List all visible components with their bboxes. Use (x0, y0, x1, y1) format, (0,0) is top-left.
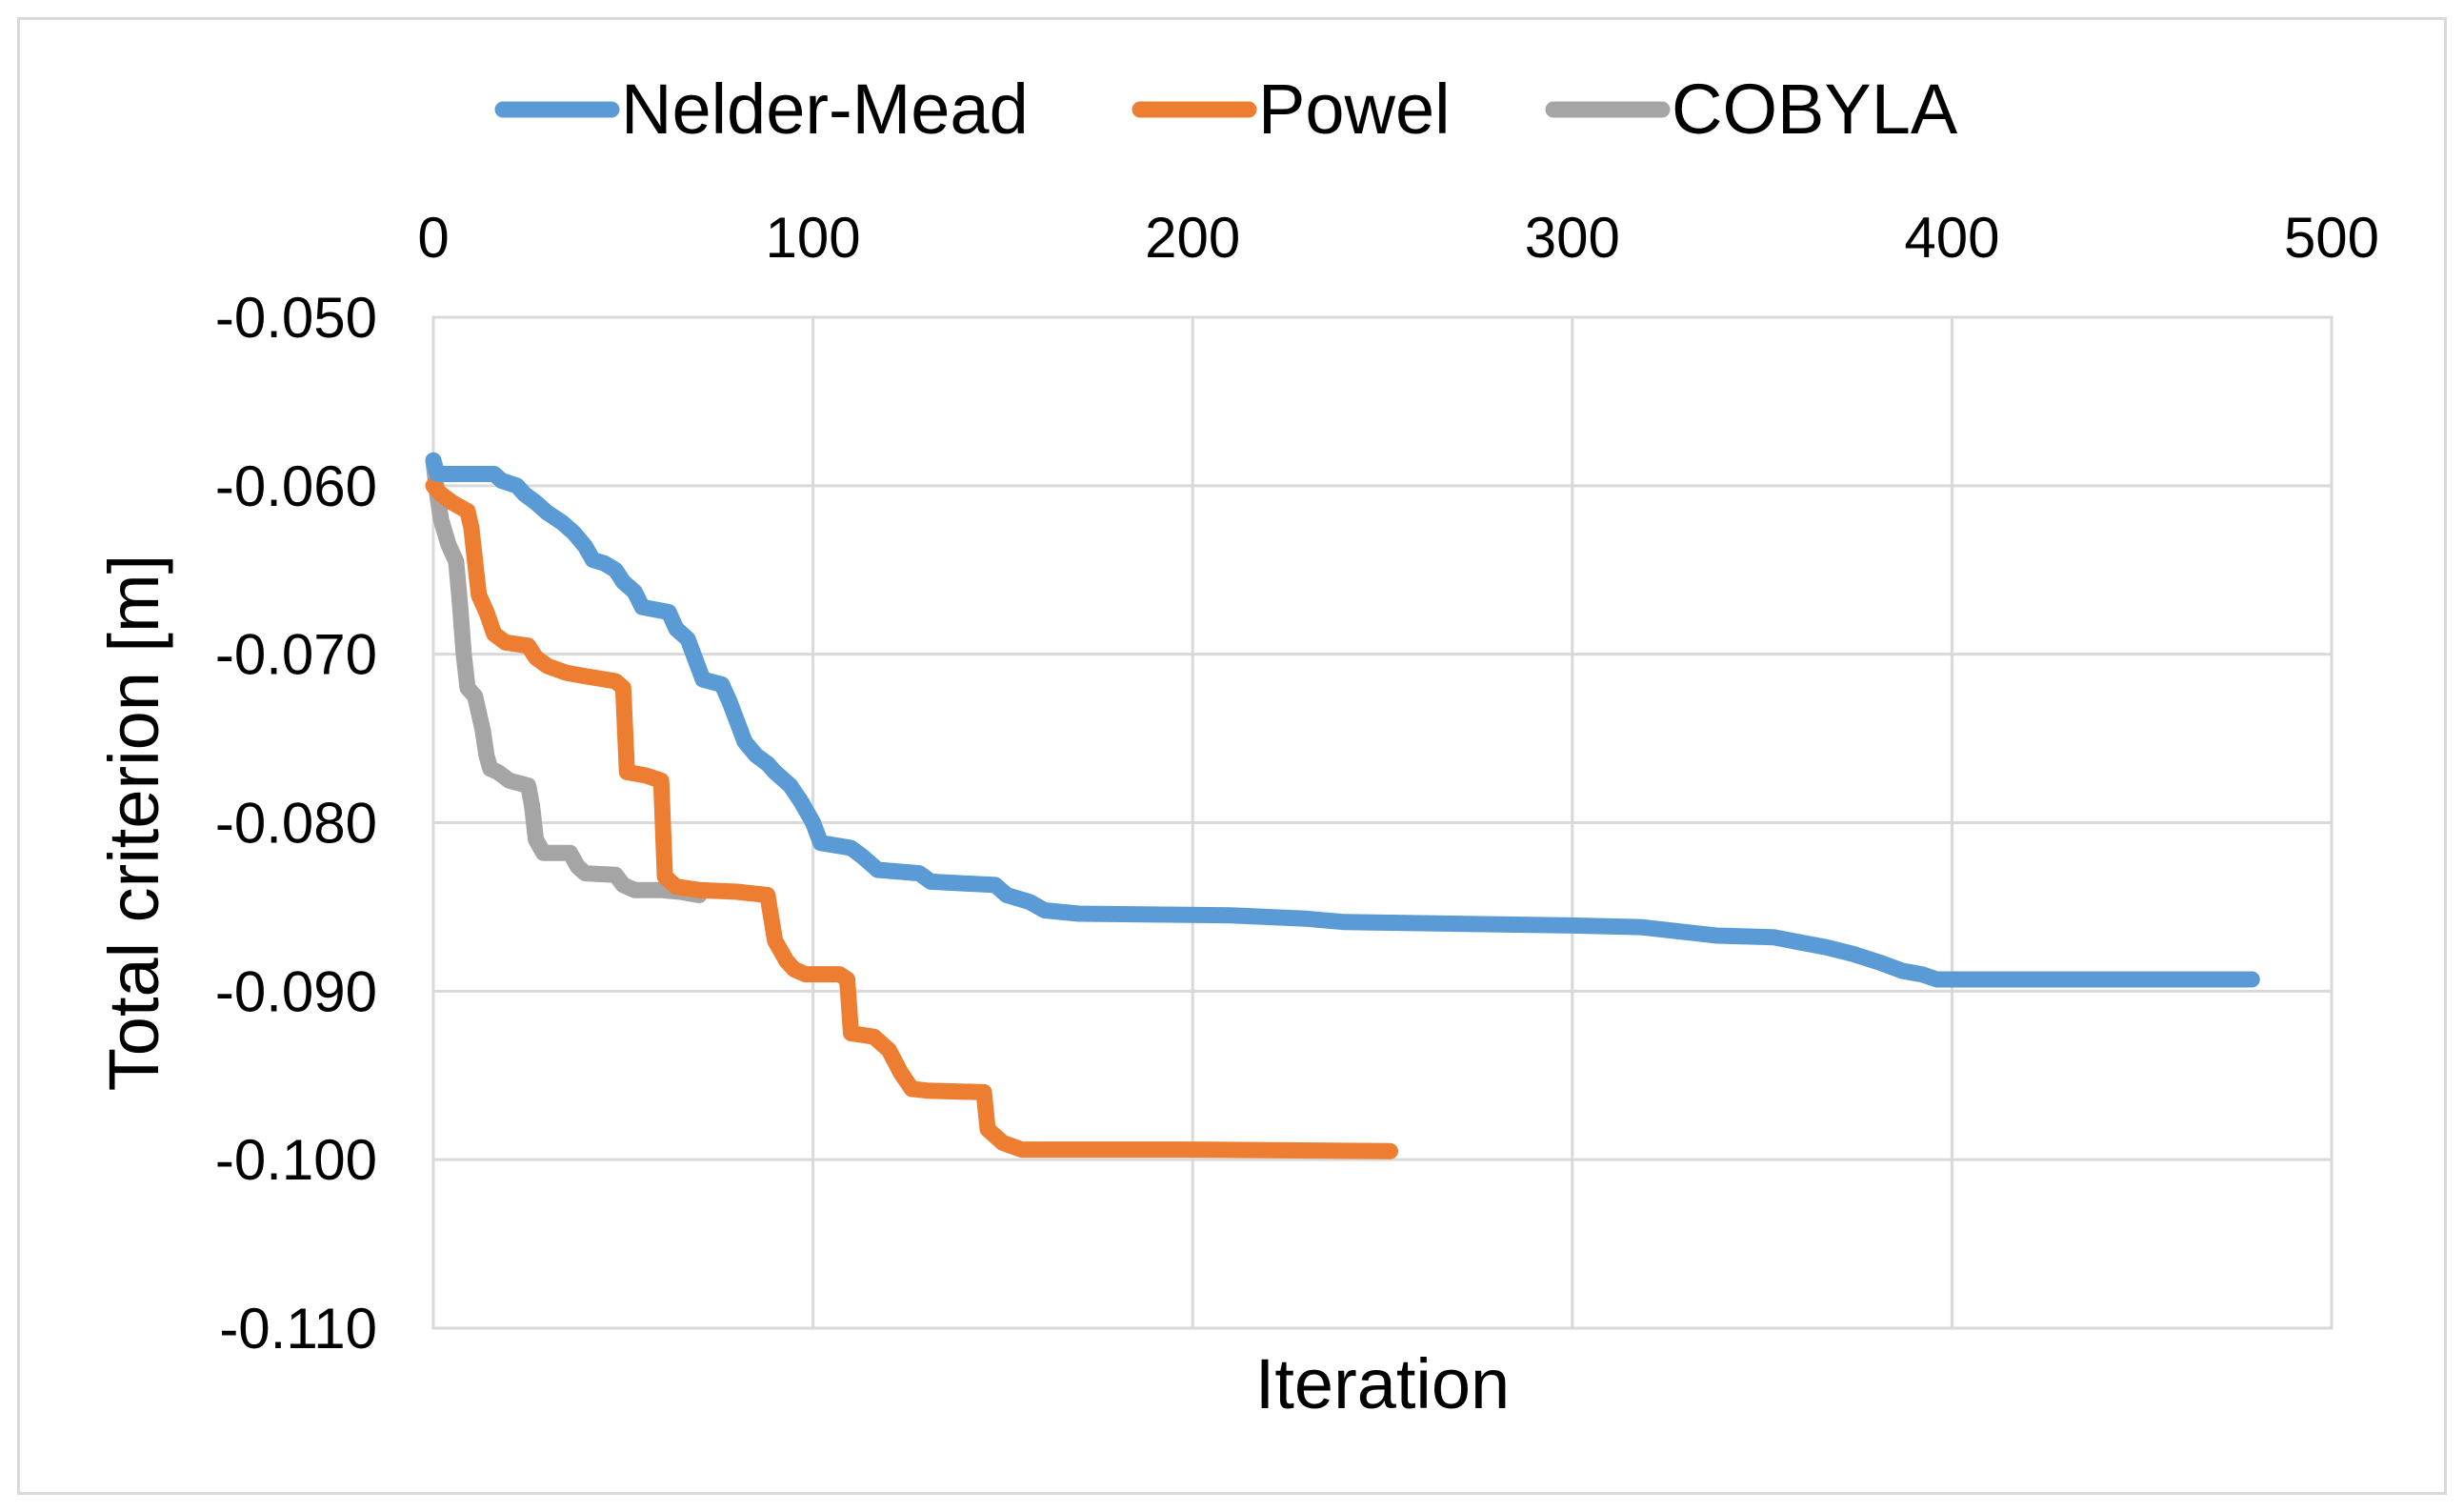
x-tick-label: 400 (1904, 206, 1999, 270)
plot-area-border (431, 315, 2334, 1330)
x-tick-label: 0 (417, 206, 449, 270)
x-tick-label: 100 (766, 206, 861, 270)
x-tick-label: 200 (1145, 206, 1240, 270)
y-tick-label: -0.080 (215, 792, 377, 856)
series-line-powel (425, 477, 1398, 1159)
x-tick-label: 300 (1525, 206, 1620, 270)
grid-lines (431, 315, 2334, 1330)
series-line-nelder-mead (425, 452, 2260, 988)
legend: Nelder-Mead Powel COBYLA (494, 70, 1958, 149)
legend-label-powel: Powel (1258, 70, 1451, 149)
chart-frame (17, 17, 2447, 1495)
y-tick-label: -0.070 (215, 623, 377, 687)
y-tick-label: -0.090 (215, 959, 377, 1023)
y-axis-title: Total criterion [m] (94, 554, 173, 1091)
x-tick-labels: 0 100 200 300 400 500 (417, 206, 2379, 270)
legend-label-nelder-mead: Nelder-Mead (621, 70, 1029, 149)
legend-label-cobyla: COBYLA (1672, 70, 1958, 149)
series-layer (425, 452, 2260, 1159)
x-axis-title: Iteration (1255, 1344, 1510, 1423)
y-tick-label: -0.050 (215, 286, 377, 350)
y-tick-label: -0.100 (215, 1128, 377, 1192)
y-tick-labels: -0.050 -0.060 -0.070 -0.080 -0.090 -0.100 -0.1… (215, 286, 377, 1361)
y-tick-label: -0.060 (215, 454, 377, 518)
y-tick-label: -0.110 (219, 1297, 377, 1361)
x-tick-label: 500 (2284, 206, 2379, 270)
series-line-cobyla (425, 452, 708, 903)
